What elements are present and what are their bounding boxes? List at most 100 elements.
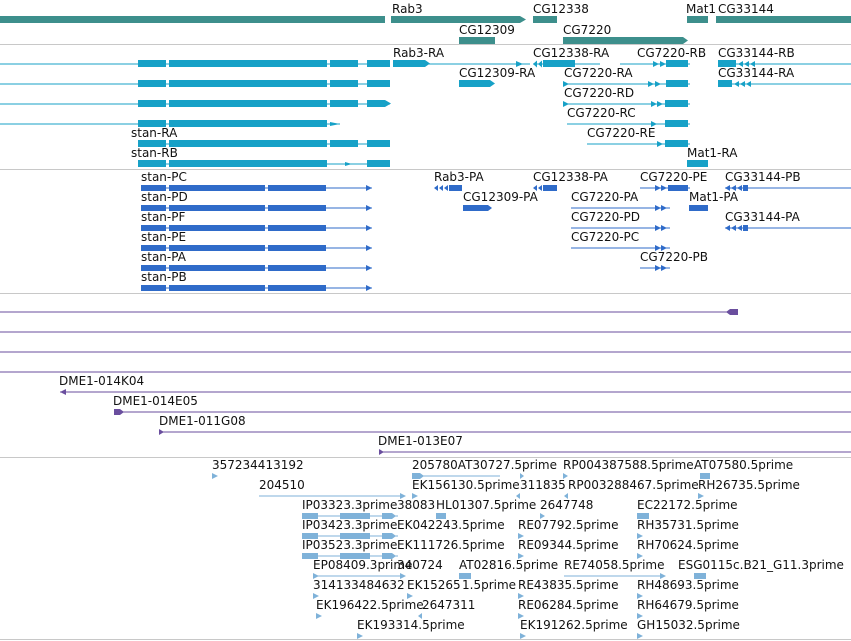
proteins-label[interactable]: stan-PC (141, 170, 187, 184)
gene-track[interactable] (0, 16, 851, 44)
gene-cg33144[interactable] (716, 16, 851, 23)
est-glyph[interactable] (313, 573, 319, 579)
proteins-label[interactable]: stan-PB (141, 270, 187, 284)
genes-label[interactable]: CG12338 (533, 2, 589, 16)
ests-label[interactable]: IP03423.3prime (302, 518, 397, 532)
transcript-rab3-RA[interactable] (393, 60, 530, 67)
est-glyph[interactable] (637, 513, 649, 519)
ests-label[interactable]: IP03523.3prime (302, 538, 397, 552)
clones-label[interactable]: DME1-014K04 (59, 374, 144, 388)
ests-label[interactable]: 1.5prime (462, 578, 516, 592)
transcripts-label[interactable]: CG12338-RA (533, 46, 610, 60)
protein-stan-PE[interactable] (141, 245, 372, 251)
transcript-row-1[interactable] (0, 60, 390, 67)
clone-row-1[interactable] (0, 309, 738, 315)
ests-label[interactable]: RE74058.5prime (564, 558, 665, 572)
proteins-label[interactable]: CG7220-PB (640, 250, 708, 264)
est-glyph[interactable] (302, 533, 318, 539)
est-glyph[interactable] (637, 533, 643, 539)
proteins-label[interactable]: stan-PF (141, 210, 185, 224)
ests-label[interactable]: EP08409.3prime (313, 558, 412, 572)
est-glyph[interactable] (382, 513, 396, 519)
transcript-row-4[interactable] (0, 120, 340, 127)
transcript-cg7220-RC[interactable] (567, 120, 690, 127)
transcript-cg7220-RB[interactable] (620, 60, 690, 67)
ests-label[interactable]: IP03323.3prime (302, 498, 397, 512)
ests-label[interactable]: GH15032.5prime (637, 618, 740, 632)
ests-label[interactable]: RH48693.5prime (637, 578, 739, 592)
ests-label[interactable]: AT02816.5prime (459, 558, 558, 572)
transcript-cg12309-RA[interactable] (459, 80, 495, 87)
est-glyph[interactable] (459, 573, 471, 579)
transcripts-label[interactable]: Rab3-RA (393, 46, 445, 60)
protein-rab3-PA[interactable] (434, 185, 462, 191)
ests-label[interactable]: EK193314.5prime (357, 618, 465, 632)
ests-label[interactable]: 340724 (397, 558, 443, 572)
est-glyph[interactable] (400, 573, 406, 579)
protein-stan-PD[interactable] (141, 205, 372, 211)
proteins-label[interactable]: CG33144-PB (725, 170, 801, 184)
ests-label[interactable]: EK042243.5prime (397, 518, 505, 532)
ests-label[interactable]: 357234413192 (212, 458, 304, 472)
gene-rab3[interactable] (391, 16, 526, 23)
clones-label[interactable]: DME1-014E05 (113, 394, 198, 408)
est-glyph[interactable] (660, 573, 666, 579)
proteins-label[interactable]: stan-PE (141, 230, 186, 244)
protein-stan-PA[interactable] (141, 265, 372, 271)
est-glyph[interactable] (637, 593, 643, 599)
est-glyph[interactable] (700, 473, 710, 479)
transcripts-label[interactable]: CG7220-RA (564, 66, 633, 80)
genes-label[interactable]: Rab3 (392, 2, 423, 16)
est-glyph[interactable] (637, 553, 643, 559)
ests-label[interactable]: EK156130.5prime (412, 478, 520, 492)
gene-stan[interactable] (0, 16, 385, 23)
clone-DME1-014K04[interactable] (60, 389, 851, 395)
est-glyph[interactable] (412, 493, 418, 499)
est-glyph[interactable] (302, 553, 318, 559)
est-glyph[interactable] (316, 613, 322, 619)
transcript-track[interactable] (0, 60, 851, 167)
transcript-cg7220-RA[interactable] (563, 80, 690, 87)
est-glyph[interactable] (563, 473, 568, 479)
protein-cg7220-PD[interactable] (571, 225, 670, 231)
ests-label[interactable]: EC22172.5prime (637, 498, 738, 512)
ests-label[interactable]: RH35731.5prime (637, 518, 739, 532)
ests-label[interactable]: EK196422.5prime (316, 598, 424, 612)
est-glyph[interactable] (540, 513, 545, 519)
proteins-label[interactable]: CG12338-PA (533, 170, 609, 184)
est-glyph[interactable] (698, 493, 704, 499)
ests-label[interactable]: RH26735.5prime (698, 478, 800, 492)
ests-label[interactable]: RE06284.5prime (518, 598, 619, 612)
ests-label[interactable]: AT07580.5prime (694, 458, 793, 472)
transcripts-label[interactable]: CG7220-RB (637, 46, 706, 60)
ests-label[interactable]: RE07792.5prime (518, 518, 619, 532)
ests-label[interactable]: EK111726.5prime (397, 538, 505, 552)
proteins-label[interactable]: CG33144-PA (725, 210, 801, 224)
proteins-label[interactable]: stan-PD (141, 190, 188, 204)
est-glyph[interactable] (412, 473, 424, 479)
est-glyph[interactable] (302, 513, 318, 519)
protein-cg33144-PB[interactable] (725, 185, 851, 191)
transcript-cg7220-RD[interactable] (563, 100, 690, 107)
gene-cg12309[interactable] (459, 37, 495, 44)
protein-track[interactable] (141, 185, 851, 291)
proteins-label[interactable]: CG7220-PD (571, 210, 640, 224)
est-glyph[interactable] (518, 613, 524, 619)
est-glyph[interactable] (637, 613, 643, 619)
est-glyph[interactable] (400, 493, 406, 499)
proteins-label[interactable]: Rab3-PA (434, 170, 484, 184)
proteins-label[interactable]: CG7220-PE (640, 170, 707, 184)
protein-stan-PF[interactable] (141, 225, 372, 231)
transcript-cg12338-RA[interactable] (533, 60, 600, 68)
est-glyph[interactable] (340, 553, 370, 559)
ests-label[interactable]: EK191262.5prime (520, 618, 628, 632)
transcript-stan-RB[interactable] (138, 160, 390, 167)
est-glyph[interactable] (407, 593, 413, 599)
est-track[interactable] (212, 473, 710, 639)
protein-stan-PB[interactable] (141, 285, 372, 291)
ests-label[interactable]: RH70624.5prime (637, 538, 739, 552)
transcripts-label[interactable]: CG7220-RD (564, 86, 634, 100)
protein-cg12309-PA[interactable] (463, 205, 492, 211)
ests-label[interactable]: 2647748 (540, 498, 593, 512)
est-glyph[interactable] (520, 473, 524, 479)
